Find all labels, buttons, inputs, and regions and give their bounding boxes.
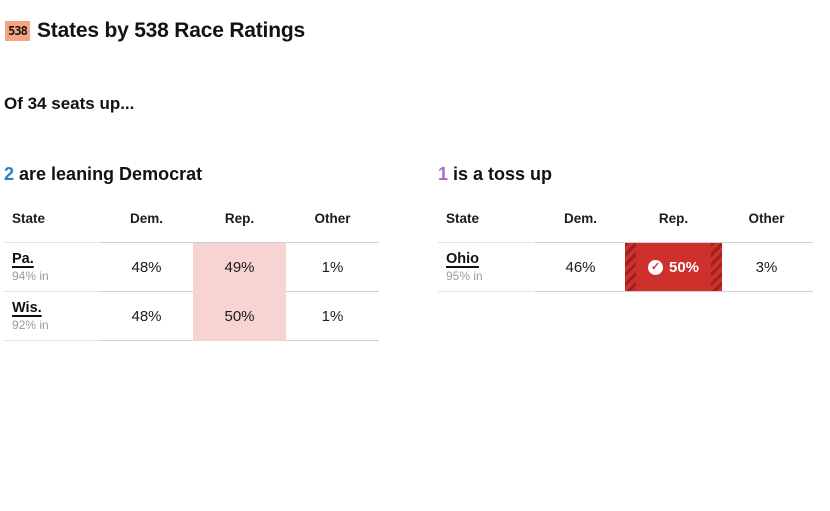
other-percent: 3% bbox=[720, 243, 813, 292]
table-row: Ohio 95% in 46% ✓ 50% 3% bbox=[438, 243, 813, 292]
rating-sections: 2 are leaning Democrat State Dem. Rep. O… bbox=[4, 164, 830, 341]
column-header-rep: Rep. bbox=[193, 194, 286, 243]
table-body: Ohio 95% in 46% ✓ 50% 3% bbox=[438, 243, 813, 292]
called-race-chip: ✓ 50% bbox=[625, 243, 722, 291]
rep-percent-called: 50% bbox=[668, 258, 700, 276]
table-header-row: State Dem. Rep. Other bbox=[438, 194, 813, 243]
section-leaning-democrat: 2 are leaning Democrat State Dem. Rep. O… bbox=[4, 164, 379, 341]
fivethirtyeight-logo-icon: 538 bbox=[5, 21, 30, 41]
seats-subtitle: Of 34 seats up... bbox=[4, 94, 135, 113]
state-cell: Pa. 94% in bbox=[4, 243, 99, 292]
column-header-dem: Dem. bbox=[534, 194, 627, 243]
dem-percent: 48% bbox=[100, 243, 193, 292]
table-header-row: State Dem. Rep. Other bbox=[4, 194, 379, 243]
state-link[interactable]: Ohio bbox=[446, 251, 480, 267]
other-percent: 1% bbox=[286, 243, 379, 292]
state-cell: Wis. 92% in bbox=[4, 292, 99, 341]
state-link[interactable]: Pa. bbox=[12, 251, 34, 267]
column-header-state: State bbox=[438, 194, 533, 243]
section-count: 2 bbox=[4, 164, 15, 184]
page-title: States by 538 Race Ratings bbox=[37, 19, 305, 42]
column-header-other: Other bbox=[286, 194, 379, 243]
section-heading: 1 is a toss up bbox=[438, 164, 813, 185]
section-count: 1 bbox=[438, 164, 449, 184]
reporting-status: 94% in bbox=[12, 269, 49, 283]
section-heading-text: are leaning Democrat bbox=[14, 164, 203, 184]
section-heading-text: is a toss up bbox=[448, 164, 553, 184]
column-header-other: Other bbox=[720, 194, 813, 243]
other-percent: 1% bbox=[286, 292, 379, 341]
section-toss-up: 1 is a toss up State Dem. Rep. Other Ohi… bbox=[438, 164, 813, 341]
reporting-status: 92% in bbox=[12, 318, 49, 332]
rep-percent: 50% bbox=[224, 307, 255, 325]
rep-column-highlight bbox=[193, 243, 286, 341]
rep-percent: 49% bbox=[224, 258, 255, 276]
state-link[interactable]: Wis. bbox=[12, 300, 42, 316]
column-header-state: State bbox=[4, 194, 99, 243]
column-header-rep: Rep. bbox=[627, 194, 720, 243]
ratings-table: State Dem. Rep. Other Pa. 94% in 48% 49%… bbox=[4, 194, 379, 341]
ratings-table: State Dem. Rep. Other Ohio 95% in 46% ✓ 5… bbox=[438, 194, 813, 292]
table-row: Pa. 94% in 48% 49% 1% bbox=[4, 243, 379, 292]
state-cell: Ohio 95% in bbox=[438, 243, 533, 292]
checkmark-icon: ✓ bbox=[647, 259, 663, 275]
section-heading: 2 are leaning Democrat bbox=[4, 164, 379, 185]
dem-percent: 46% bbox=[534, 243, 627, 292]
table-body: Pa. 94% in 48% 49% 1% Wis. 92% in 48% 50… bbox=[4, 243, 379, 341]
dem-percent: 48% bbox=[100, 292, 193, 341]
reporting-status: 95% in bbox=[446, 269, 483, 283]
column-header-dem: Dem. bbox=[100, 194, 193, 243]
app-header: 538 States by 538 Race Ratings bbox=[0, 0, 830, 43]
table-row: Wis. 92% in 48% 50% 1% bbox=[4, 292, 379, 341]
rep-percent: ✓ 50% bbox=[625, 243, 722, 292]
